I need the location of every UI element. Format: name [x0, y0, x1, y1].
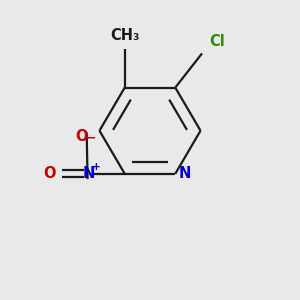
Text: +: +: [92, 162, 101, 172]
Text: O: O: [43, 166, 56, 181]
Text: N: N: [83, 166, 95, 181]
Text: −: −: [86, 132, 97, 145]
Text: CH₃: CH₃: [110, 28, 140, 43]
Text: N: N: [178, 166, 190, 181]
Text: Cl: Cl: [209, 34, 225, 49]
Text: O: O: [75, 129, 88, 144]
